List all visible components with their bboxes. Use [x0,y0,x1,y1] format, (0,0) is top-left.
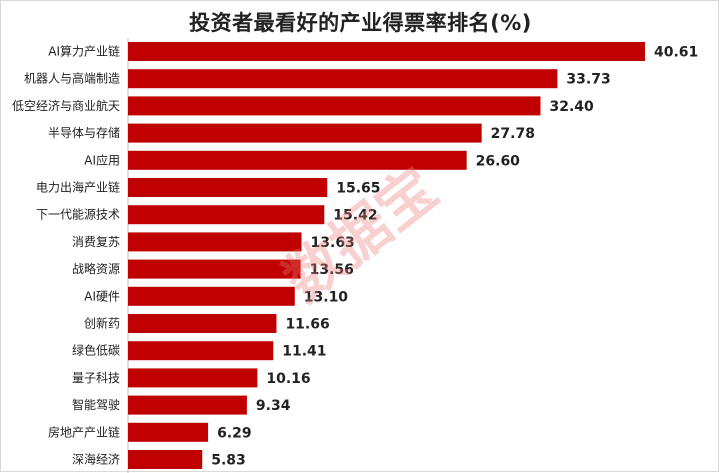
data-label: 33.73 [566,72,610,88]
bar [128,205,325,225]
data-label: 27.78 [491,126,535,142]
category-label: 智能驾驶 [72,397,120,412]
bar [128,150,467,170]
data-label: 11.41 [282,344,326,360]
category-label: 电力出海产业链 [36,180,120,195]
bar [128,69,558,89]
data-label: 9.34 [256,398,291,414]
data-label: 13.10 [304,289,349,305]
bar [128,368,258,388]
bar [128,286,295,306]
bar [128,395,247,415]
data-label: 32.40 [549,99,594,115]
data-label: 11.66 [285,317,329,333]
category-label: 深海经济 [72,452,120,467]
category-label: 创新药 [84,316,120,331]
bar [128,341,274,361]
category-label: 半导体与存储 [48,125,120,140]
category-label: AI硬件 [84,289,120,303]
bar [128,450,203,469]
category-label: 量子科技 [72,371,120,385]
data-label: 26.60 [476,153,521,169]
category-label: AI应用 [84,152,120,167]
data-label: 10.16 [266,371,310,387]
category-label: 机器人与高端制造 [24,71,120,86]
data-label: 40.61 [654,45,698,61]
bar [128,42,645,61]
bar [128,178,328,197]
category-label: 房地产产业链 [48,424,120,439]
category-label: 消费复苏 [72,235,120,249]
category-label: 低空经济与商业航天 [12,98,120,113]
data-label: 13.56 [310,262,354,278]
data-label: 5.83 [211,453,246,469]
data-label: 15.65 [336,181,380,197]
data-label: 6.29 [217,425,252,441]
category-label: 下一代能源技术 [36,208,120,222]
data-label: 13.63 [311,235,355,251]
bar [128,96,541,116]
category-label: AI算力产业链 [48,44,120,59]
bar [128,123,482,143]
chart-title: 投资者最看好的产业得票率排名(%) [189,11,532,35]
category-label: 绿色低碳 [72,343,120,358]
bar [128,422,209,442]
bar [128,259,301,279]
bar [128,314,277,333]
data-label: 15.42 [333,208,377,224]
bar [128,232,302,252]
category-label: 战略资源 [72,261,120,276]
